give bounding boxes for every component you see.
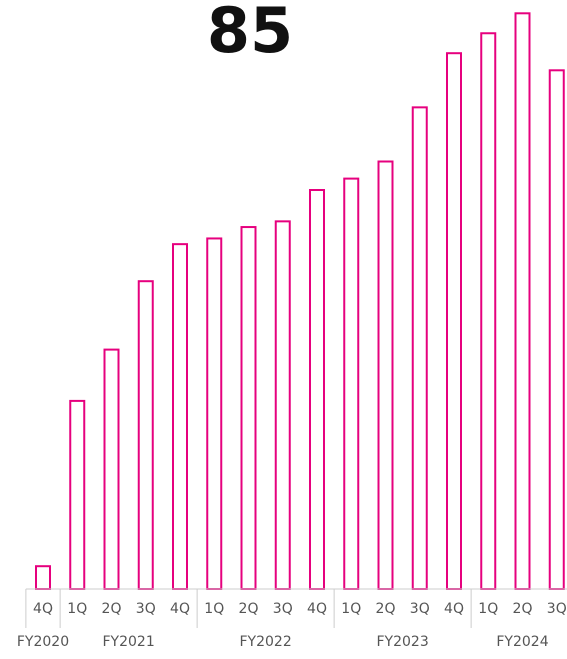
- bar-9: [309, 189, 325, 590]
- x-group-label: FY2023: [377, 634, 429, 650]
- x-tick-label: 2Q: [102, 601, 122, 617]
- x-tick-label: 4Q: [307, 601, 327, 617]
- x-tick-label: 3Q: [136, 601, 156, 617]
- x-tick-label: 3Q: [410, 601, 430, 617]
- x-group-label: FY2024: [496, 634, 548, 650]
- x-group-label: FY2020: [17, 634, 69, 650]
- x-tick-label: 3Q: [273, 601, 293, 617]
- bar-13: [446, 52, 462, 590]
- bar-6: [206, 237, 223, 590]
- x-group-label: FY2021: [103, 634, 155, 650]
- x-tick-label: 1Q: [341, 601, 361, 617]
- x-tick-label: 4Q: [33, 601, 53, 617]
- x-tick-label: 1Q: [67, 601, 87, 617]
- bar-8: [274, 220, 291, 590]
- bars-layer: [35, 12, 565, 591]
- bar-15: [514, 12, 531, 591]
- x-tick-label: 2Q: [513, 601, 533, 617]
- bar-12: [411, 106, 428, 590]
- bar-3: [103, 348, 120, 590]
- bar-5: [172, 243, 188, 590]
- x-tick-label: 3Q: [547, 601, 567, 617]
- headline-number: 85: [207, 0, 293, 67]
- bar-4: [137, 280, 154, 590]
- bar-14: [480, 32, 497, 590]
- bar-1: [35, 565, 51, 591]
- x-tick-label: 1Q: [478, 601, 498, 617]
- x-group-label: FY2022: [240, 634, 292, 650]
- axis-layer: 4Q 1Q 2Q 3Q 4Q 1Q 2Q 3Q 4Q 1Q 2Q 3Q 4Q 1Q 2Q 3Q FY2020 FY…: [17, 588, 567, 650]
- bar-10: [343, 177, 360, 590]
- bar-2: [69, 399, 86, 590]
- x-tick-label: 2Q: [239, 601, 259, 617]
- bar-7: [240, 226, 257, 591]
- x-tick-label: 4Q: [444, 601, 464, 617]
- x-tick-label: 2Q: [376, 601, 396, 617]
- bar-16: [548, 69, 565, 591]
- x-tick-label: 1Q: [204, 601, 224, 617]
- x-tick-label: 4Q: [170, 601, 190, 617]
- bar-11: [377, 160, 394, 590]
